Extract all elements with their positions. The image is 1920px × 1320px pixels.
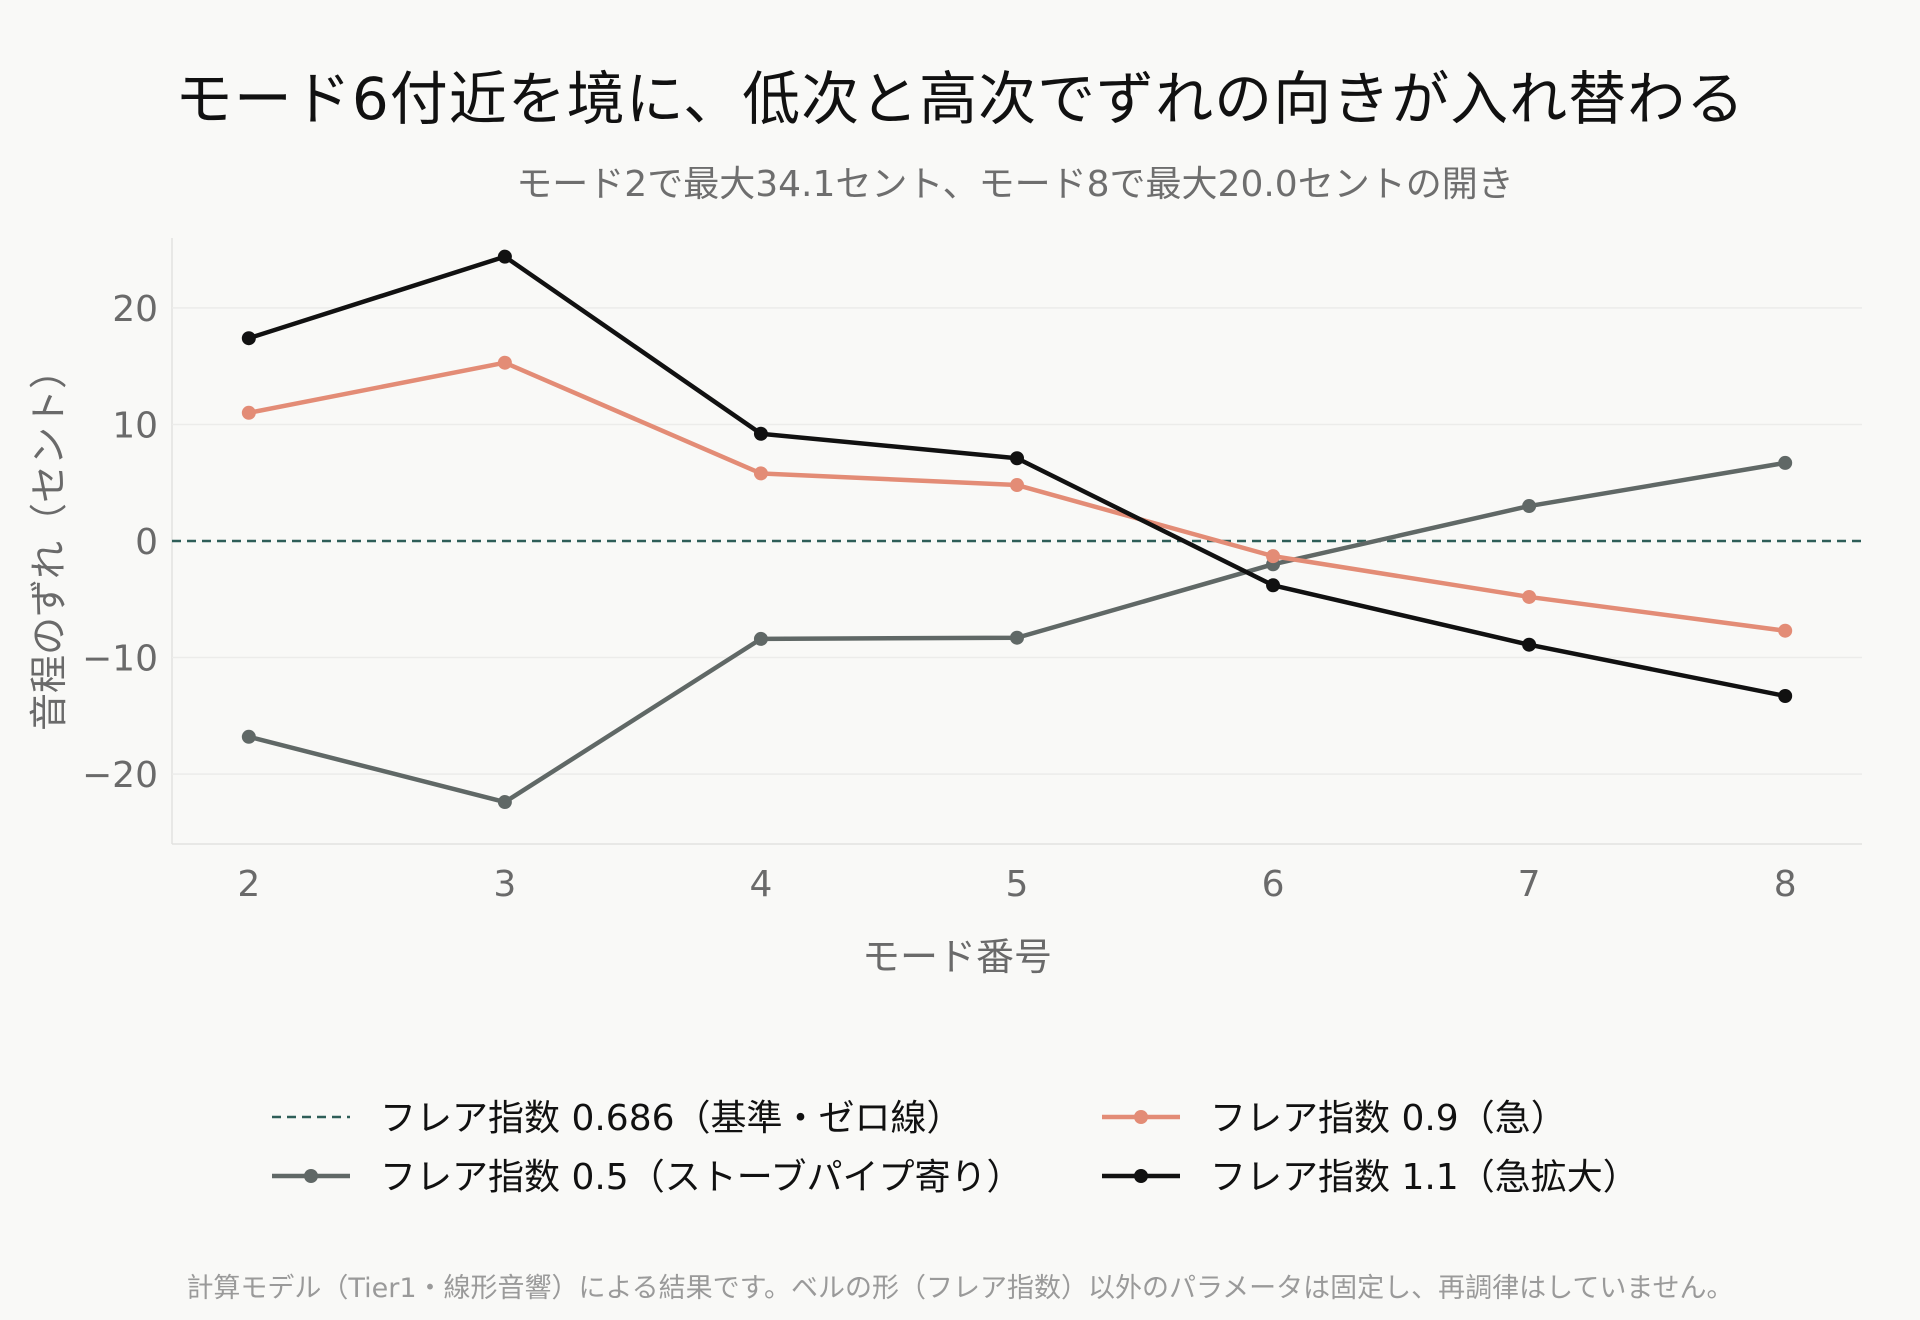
data-point-s3-m2 [241,331,256,346]
chart-subtitle: モード2で最大34.1セント、モード8で最大20.0セントの開き [516,164,1514,205]
data-point-s3-m5 [1010,451,1024,466]
data-point-s2-m8 [1778,623,1793,638]
legend-marker [1134,1169,1148,1183]
data-point-s3-m8 [1778,688,1793,703]
x-tick-label: 4 [749,864,772,905]
legend-label: フレア指数 1.1（急拡大） [1210,1157,1639,1198]
data-point-s3-m3 [497,249,512,264]
data-point-s2-m6 [1266,549,1281,564]
data-point-s2-m3 [497,355,512,370]
x-tick-label: 6 [1262,864,1285,905]
legend-label: フレア指数 0.9（急） [1210,1098,1567,1139]
x-tick-label: 2 [237,864,260,905]
data-point-s2-m2 [241,405,256,420]
x-tick-label: 3 [493,864,516,905]
data-point-s3-m7 [1522,637,1537,652]
data-point-s3-m4 [753,426,768,441]
legend-item-3: フレア指数 0.5（ストーブパイプ寄り） [272,1157,1023,1198]
series-line-2 [246,360,1788,633]
y-axis-label: 音程のずれ（セント） [27,351,71,731]
data-point-s1-m7 [1522,499,1537,514]
legend-label: フレア指数 0.5（ストーブパイプ寄り） [380,1157,1023,1198]
data-point-s1-m4 [753,631,768,646]
data-point-s1-m3 [497,795,512,810]
data-point-s2-m7 [1522,589,1537,604]
y-tick-label: −20 [82,755,158,796]
legend-item-1: フレア指数 0.686（基準・ゼロ線） [272,1098,963,1139]
y-tick-label: 20 [112,289,158,330]
legend-marker [304,1169,318,1183]
legend-item-2: フレア指数 0.9（急） [1102,1098,1567,1139]
y-tick-label: 10 [112,405,158,446]
x-tick-label: 5 [1006,864,1029,905]
legend-marker [1134,1110,1148,1124]
data-point-s1-m2 [241,729,256,744]
data-point-s2-m4 [753,466,768,481]
legend-item-4: フレア指数 1.1（急拡大） [1102,1157,1639,1198]
data-point-s2-m5 [1010,478,1024,493]
data-point-s3-m6 [1266,578,1281,593]
legend-label: フレア指数 0.686（基準・ゼロ線） [380,1098,963,1139]
series-line-3 [246,254,1788,699]
y-tick-label: 0 [135,522,158,563]
footnote: 計算モデル（Tier1・線形音響）による結果です。ベルの形（フレア指数）以外のパ… [186,1273,1734,1304]
x-tick-label: 7 [1518,864,1541,905]
data-point-s1-m8 [1778,455,1793,470]
data-point-s1-m5 [1010,630,1024,645]
chart-title: モード6付近を境に、低次と高次でずれの向きが入れ替わる [174,65,1746,133]
y-tick-label: −10 [82,639,158,680]
x-axis-label: モード番号 [862,935,1052,979]
x-tick-label: 8 [1774,864,1797,905]
